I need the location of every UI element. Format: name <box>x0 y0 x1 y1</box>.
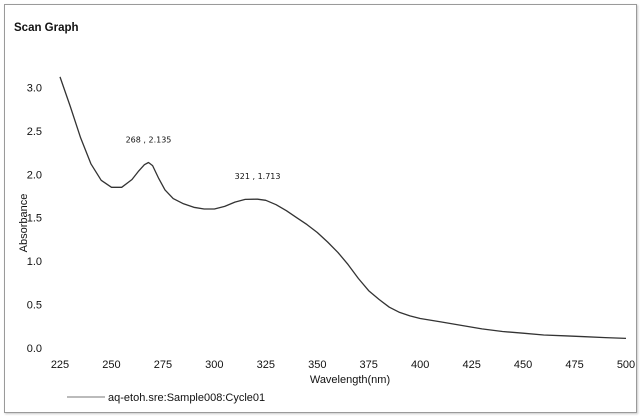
x-axis-label: Wavelength(nm) <box>310 374 390 386</box>
peak-annotation: 321 , 1.713 <box>235 172 281 181</box>
chart-frame <box>4 4 637 413</box>
x-tick-label: 250 <box>102 359 120 371</box>
legend-label: aq-etoh.sre:Sample008:Cycle01 <box>108 392 265 404</box>
chart-title: Scan Graph <box>14 22 79 34</box>
x-tick-label: 400 <box>411 359 429 371</box>
x-tick-label: 325 <box>257 359 275 371</box>
y-tick-label: 3.0 <box>27 82 42 94</box>
x-tick-label: 350 <box>308 359 326 371</box>
y-axis-label: Absorbance <box>18 194 30 253</box>
x-tick-label: 275 <box>154 359 172 371</box>
x-tick-label: 475 <box>565 359 583 371</box>
x-tick-label: 450 <box>514 359 532 371</box>
x-tick-label: 375 <box>360 359 378 371</box>
series-line <box>59 76 627 340</box>
x-tick-label: 300 <box>205 359 223 371</box>
y-tick-label: 2.5 <box>27 126 42 138</box>
x-tick-label: 425 <box>462 359 480 371</box>
y-tick-label: 1.0 <box>27 256 42 268</box>
y-tick-label: 2.0 <box>27 169 42 181</box>
x-tick-label: 225 <box>51 359 69 371</box>
y-tick-label: 1.5 <box>27 213 42 225</box>
y-tick-label: 0.5 <box>27 300 42 312</box>
x-tick-label: 500 <box>617 359 635 371</box>
peak-annotation: 268 , 2.135 <box>126 136 172 145</box>
y-tick-label: 0.0 <box>27 343 42 355</box>
